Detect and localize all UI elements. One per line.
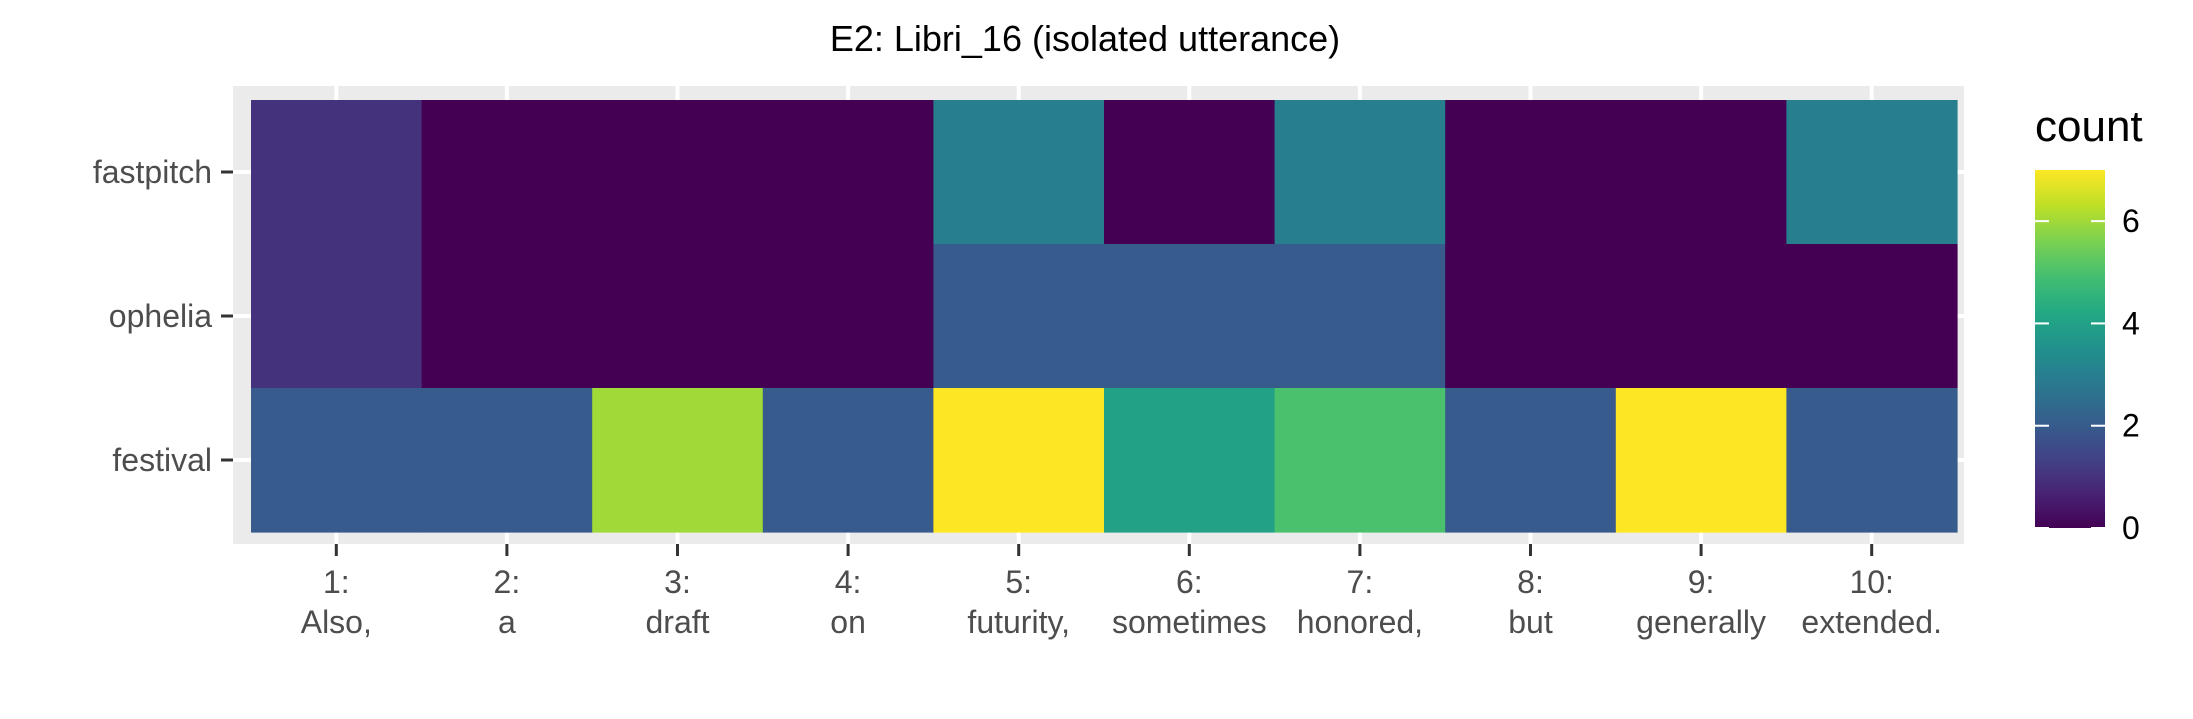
heatmap-cell: [1104, 388, 1276, 533]
heatmap-cell: [1104, 100, 1276, 245]
heatmap-cell: [762, 100, 934, 245]
x-tick-label: 10: extended.: [1801, 564, 1942, 640]
heatmap-cell: [933, 244, 1105, 389]
x-tick-label: 1: Also,: [301, 564, 372, 640]
heatmap-cell: [421, 388, 593, 533]
y-tick-label: fastpitch: [93, 154, 212, 190]
x-tick-label: 4: on: [830, 564, 866, 640]
heatmap-cell: [762, 388, 934, 533]
y-tick-label: festival: [112, 442, 212, 478]
heatmap-cell: [1104, 244, 1276, 389]
heatmap-cell: [762, 244, 934, 389]
heatmap-cell: [1615, 100, 1787, 245]
heatmap-cell: [592, 388, 764, 533]
legend-title: count: [2035, 102, 2143, 151]
heatmap-cell: [1445, 100, 1617, 245]
heatmap-cell: [1615, 244, 1787, 389]
x-tick-label: 7: honored,: [1297, 564, 1423, 640]
heatmap-cell: [1274, 100, 1446, 245]
x-tick-label: 8: but: [1508, 564, 1553, 640]
heatmap-cell: [592, 100, 764, 245]
legend-tick-label: 0: [2122, 510, 2140, 546]
y-axis: fastpitch ophelia festival: [93, 154, 233, 478]
heatmap-cell: [1786, 100, 1958, 245]
x-tick-label: 5: futurity,: [967, 564, 1070, 640]
heatmap-cells: [251, 100, 1958, 533]
heatmap-cell: [251, 244, 423, 389]
heatmap-cell: [592, 244, 764, 389]
heatmap-cell: [251, 100, 423, 245]
y-tick-label: ophelia: [109, 298, 212, 334]
x-tick-label: 6: sometimes: [1112, 564, 1267, 640]
heatmap-cell: [1786, 388, 1958, 533]
x-tick-label: 2: a: [494, 564, 521, 640]
heatmap-cell: [1615, 388, 1787, 533]
heatmap-cell: [421, 100, 593, 245]
heatmap-cell: [1786, 244, 1958, 389]
legend-tick-label: 4: [2122, 305, 2140, 341]
x-axis: 1: Also, 2: a 3: draft 4: on 5: futurity, 6: someti…: [301, 544, 1942, 640]
heatmap-cell: [933, 388, 1105, 533]
heatmap-cell: [1445, 244, 1617, 389]
heatmap-cell: [421, 244, 593, 389]
legend-tick-label: 2: [2122, 408, 2140, 444]
heatmap-cell: [933, 100, 1105, 245]
x-tick-label: 9: generally: [1636, 564, 1766, 640]
x-tick-label: 3: draft: [645, 564, 709, 640]
heatmap-cell: [1445, 388, 1617, 533]
legend-tick-label: 6: [2122, 203, 2140, 239]
heatmap-cell: [1274, 388, 1446, 533]
chart-title: E2: Libri_16 (isolated utterance): [830, 18, 1340, 59]
heatmap-cell: [251, 388, 423, 533]
legend: count 0 2 4 6: [2035, 102, 2143, 546]
legend-colorbar: [2035, 170, 2105, 528]
heatmap-cell: [1274, 244, 1446, 389]
legend-ticks: 0 2 4 6: [2035, 203, 2140, 546]
